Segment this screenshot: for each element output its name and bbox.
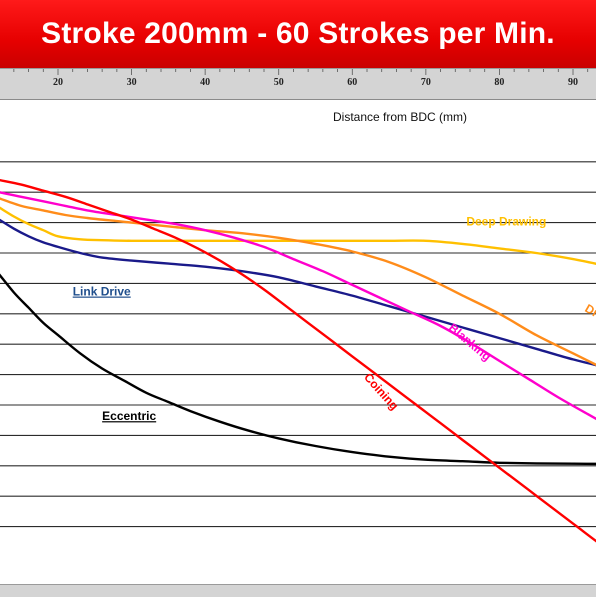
series-line-eccentric — [0, 273, 596, 466]
series-labels: Eccentric Link Drive Deep Drawing Dra Blanki… — [73, 215, 596, 424]
x-tick-labels: 20 30 40 50 60 70 80 90 — [13, 69, 589, 88]
series-label-link-drive: Link Drive — [73, 285, 131, 299]
x-tick-label: 40 — [200, 77, 210, 88]
chart-title: Stroke 200mm - 60 Strokes per Min. — [41, 17, 555, 50]
x-tick-label: 50 — [274, 77, 284, 88]
series-line-link-drive — [0, 218, 596, 367]
x-axis-tick-strip — [0, 68, 596, 100]
series-label-blanking: Blanking — [446, 321, 494, 364]
x-axis-label: Distance from BDC (mm) — [333, 110, 467, 124]
x-tick-label: 20 — [53, 77, 63, 88]
grid-lines — [0, 161, 596, 528]
series-label-deep-drawing: Deep Drawing — [466, 215, 546, 229]
series-label-drawing: Dra — [583, 301, 596, 323]
x-tick-label: 70 — [421, 77, 431, 88]
series-label-eccentric: Eccentric — [102, 409, 156, 423]
series-line-drawing — [0, 197, 596, 367]
series-label-coining: Coining — [361, 370, 401, 413]
x-tick-label: 80 — [494, 77, 504, 88]
x-tick-label: 60 — [347, 77, 357, 88]
chart-title-bar: Stroke 200mm - 60 Strokes per Min. — [0, 0, 596, 68]
bottom-strip — [0, 584, 596, 597]
series-lines — [0, 178, 596, 543]
x-tick-label: 30 — [127, 77, 137, 88]
series-line-coining — [0, 178, 596, 543]
series-line-blanking — [0, 191, 596, 421]
x-tick-label: 90 — [568, 77, 578, 88]
